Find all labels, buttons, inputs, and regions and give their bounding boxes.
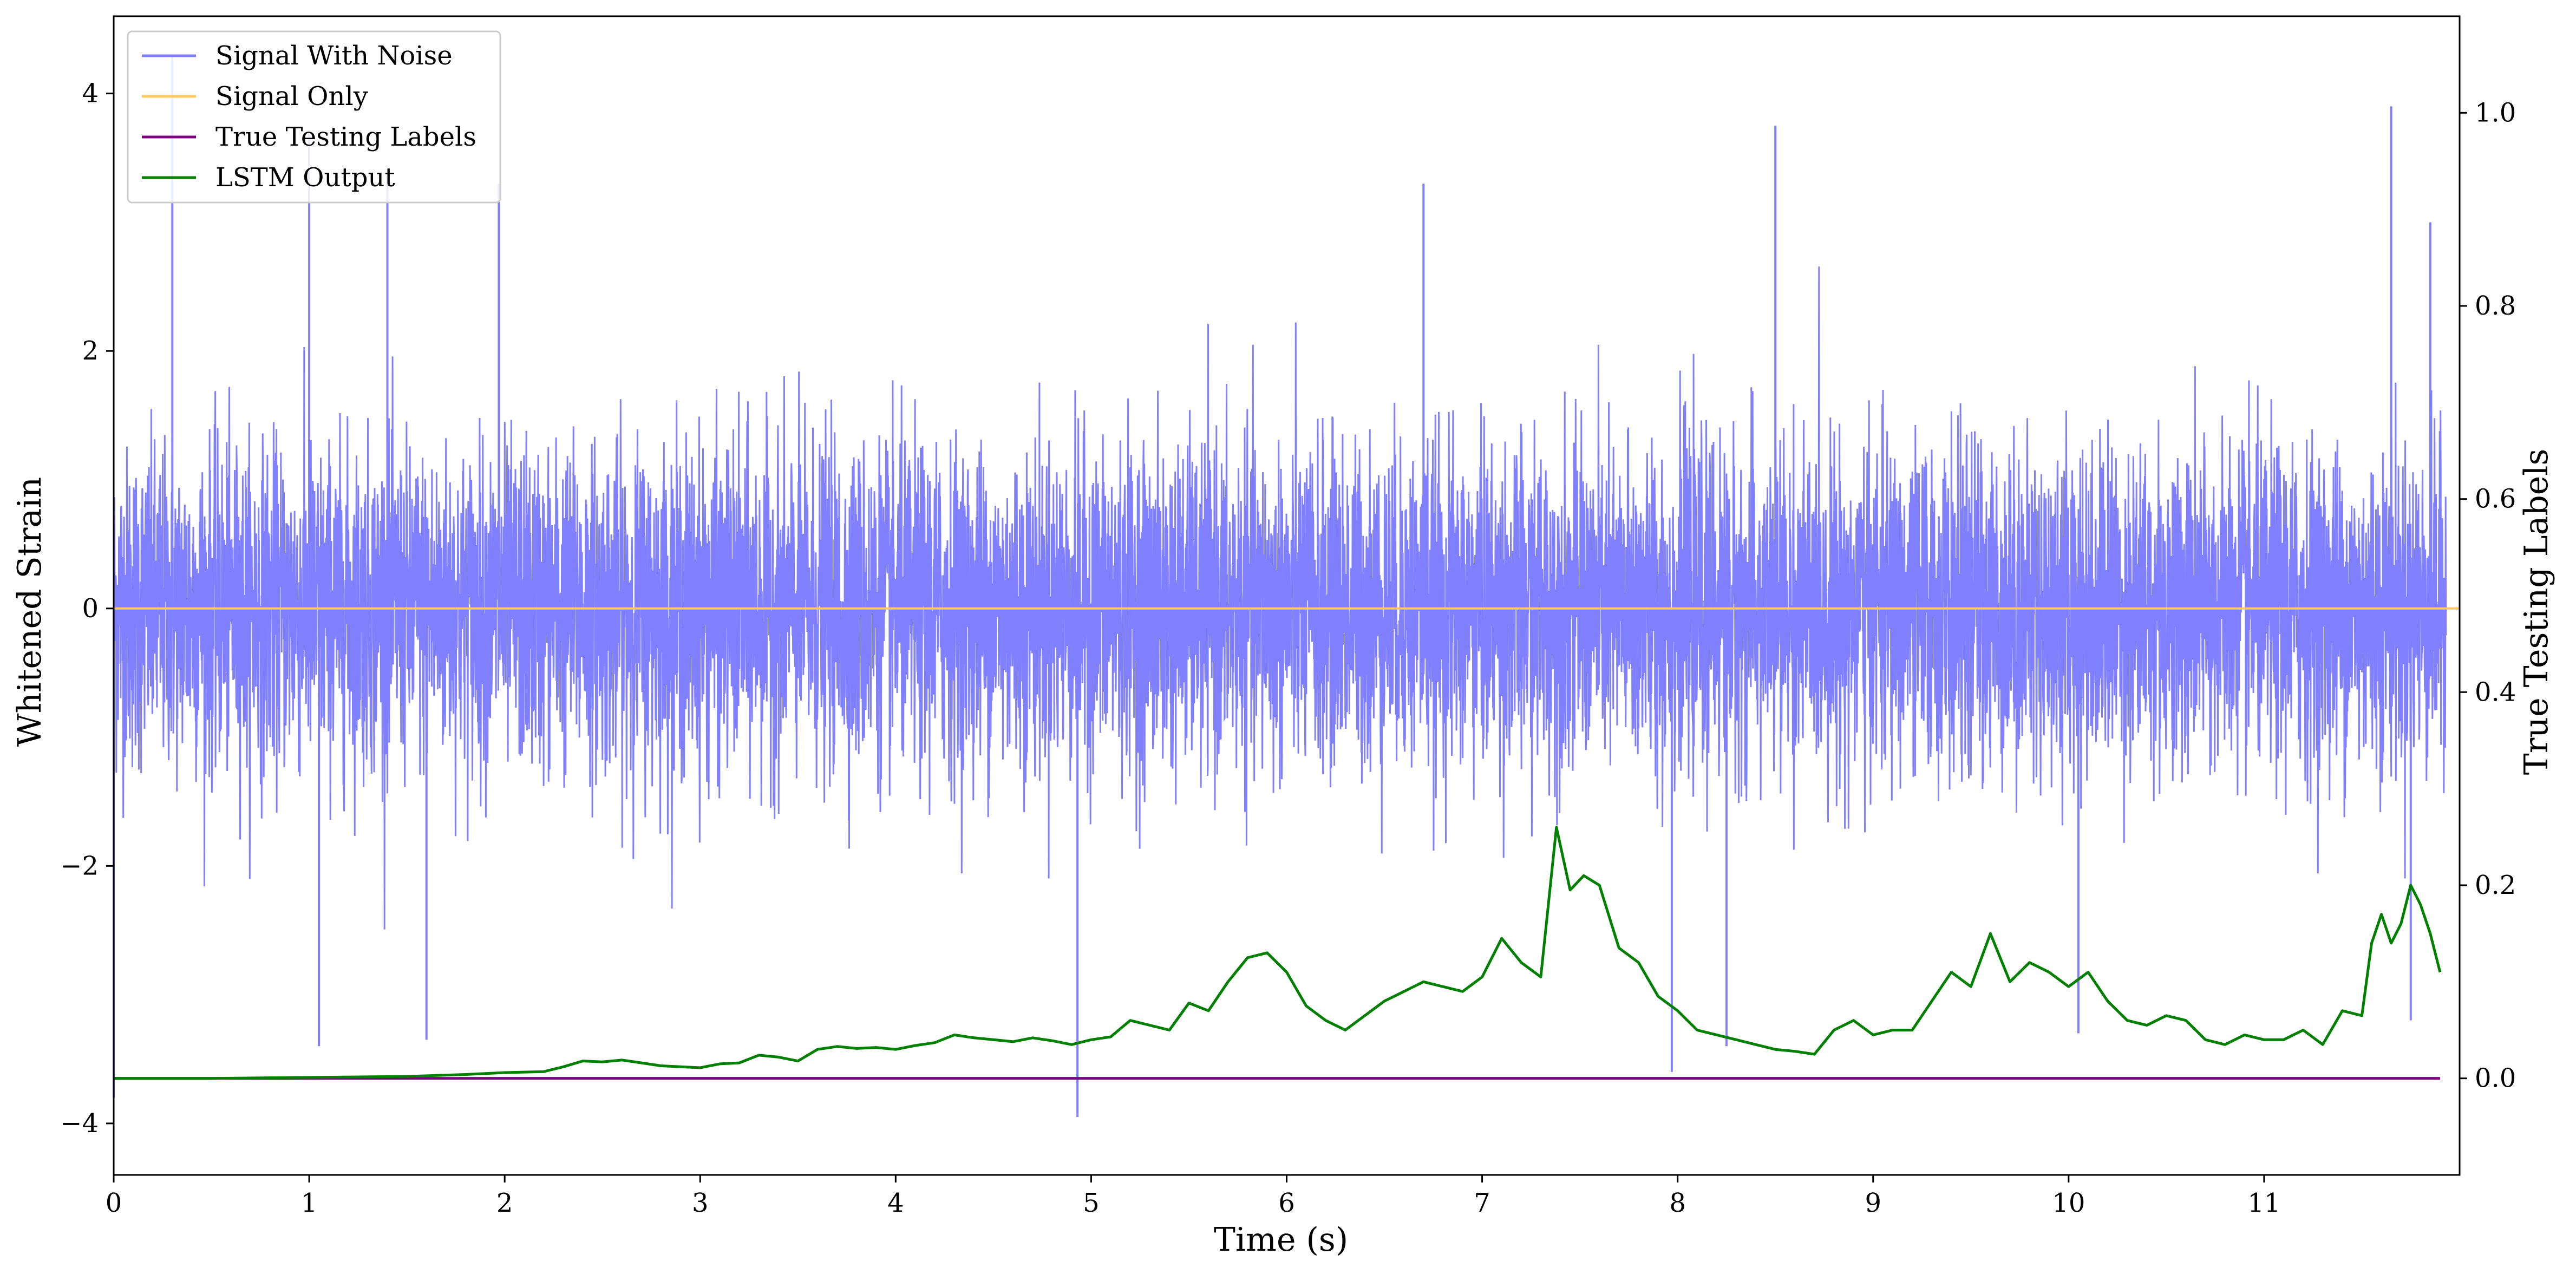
y-tick-label: −2	[60, 851, 99, 881]
legend-item: True Testing Labels	[142, 122, 476, 152]
signal-with-noise-line	[113, 266, 2447, 930]
y2-axis-label: True Testing Labels	[2518, 449, 2555, 775]
y2-tick-label: 0.6	[2475, 484, 2516, 514]
legend-label: Signal Only	[215, 81, 368, 112]
y2-tick-label: 0.8	[2475, 291, 2516, 321]
x-tick-label: 0	[106, 1188, 122, 1218]
legend: Signal With Noise Signal Only True Testi…	[127, 30, 501, 204]
y-tick-label: 2	[82, 336, 99, 366]
lstm-output-line	[114, 826, 2442, 1080]
legend-label: Signal With Noise	[215, 41, 453, 71]
x-tick-label: 11	[2247, 1188, 2280, 1218]
signal-with-noise-series	[113, 55, 2447, 1117]
x-tick-label: 2	[496, 1188, 513, 1218]
x-tick-label: 6	[1278, 1188, 1295, 1218]
legend-item: Signal Only	[142, 81, 368, 112]
legend-item: LSTM Output	[142, 162, 395, 193]
x-tick-label: 5	[1083, 1188, 1100, 1218]
y2-tick-label: 0.0	[2475, 1063, 2516, 1094]
x-tick-label: 9	[1865, 1188, 1881, 1218]
series-layer	[114, 607, 2460, 1080]
y2-tick-label: 0.4	[2475, 677, 2516, 707]
y-tick-label: −4	[60, 1108, 99, 1139]
x-tick-label: 3	[692, 1188, 709, 1218]
legend-label: True Testing Labels	[215, 122, 476, 152]
x-tick-label: 8	[1669, 1188, 1686, 1218]
x-tick-label: 1	[301, 1188, 318, 1218]
y-tick-label: 4	[82, 79, 99, 109]
axes-layer: 0 1 2 3 4 5 6 7 8 9 10 11 −4 −2 0 2 4 0.0 0.2 0.4 0.6 0.8 1.0	[60, 79, 2516, 1218]
y2-tick-label: 0.2	[2475, 870, 2516, 900]
y-tick-label: 0	[82, 593, 99, 624]
y2-tick-label: 1.0	[2475, 97, 2516, 128]
y-axis-label: Whitened Strain	[11, 477, 49, 747]
x-axis-label: Time (s)	[1214, 1221, 1348, 1259]
legend-frame	[127, 30, 501, 204]
x-tick-label: 10	[2052, 1188, 2085, 1218]
x-tick-label: 4	[887, 1188, 904, 1218]
legend-label: LSTM Output	[215, 162, 395, 193]
x-tick-label: 7	[1474, 1188, 1490, 1218]
legend-item: Signal With Noise	[142, 41, 453, 71]
